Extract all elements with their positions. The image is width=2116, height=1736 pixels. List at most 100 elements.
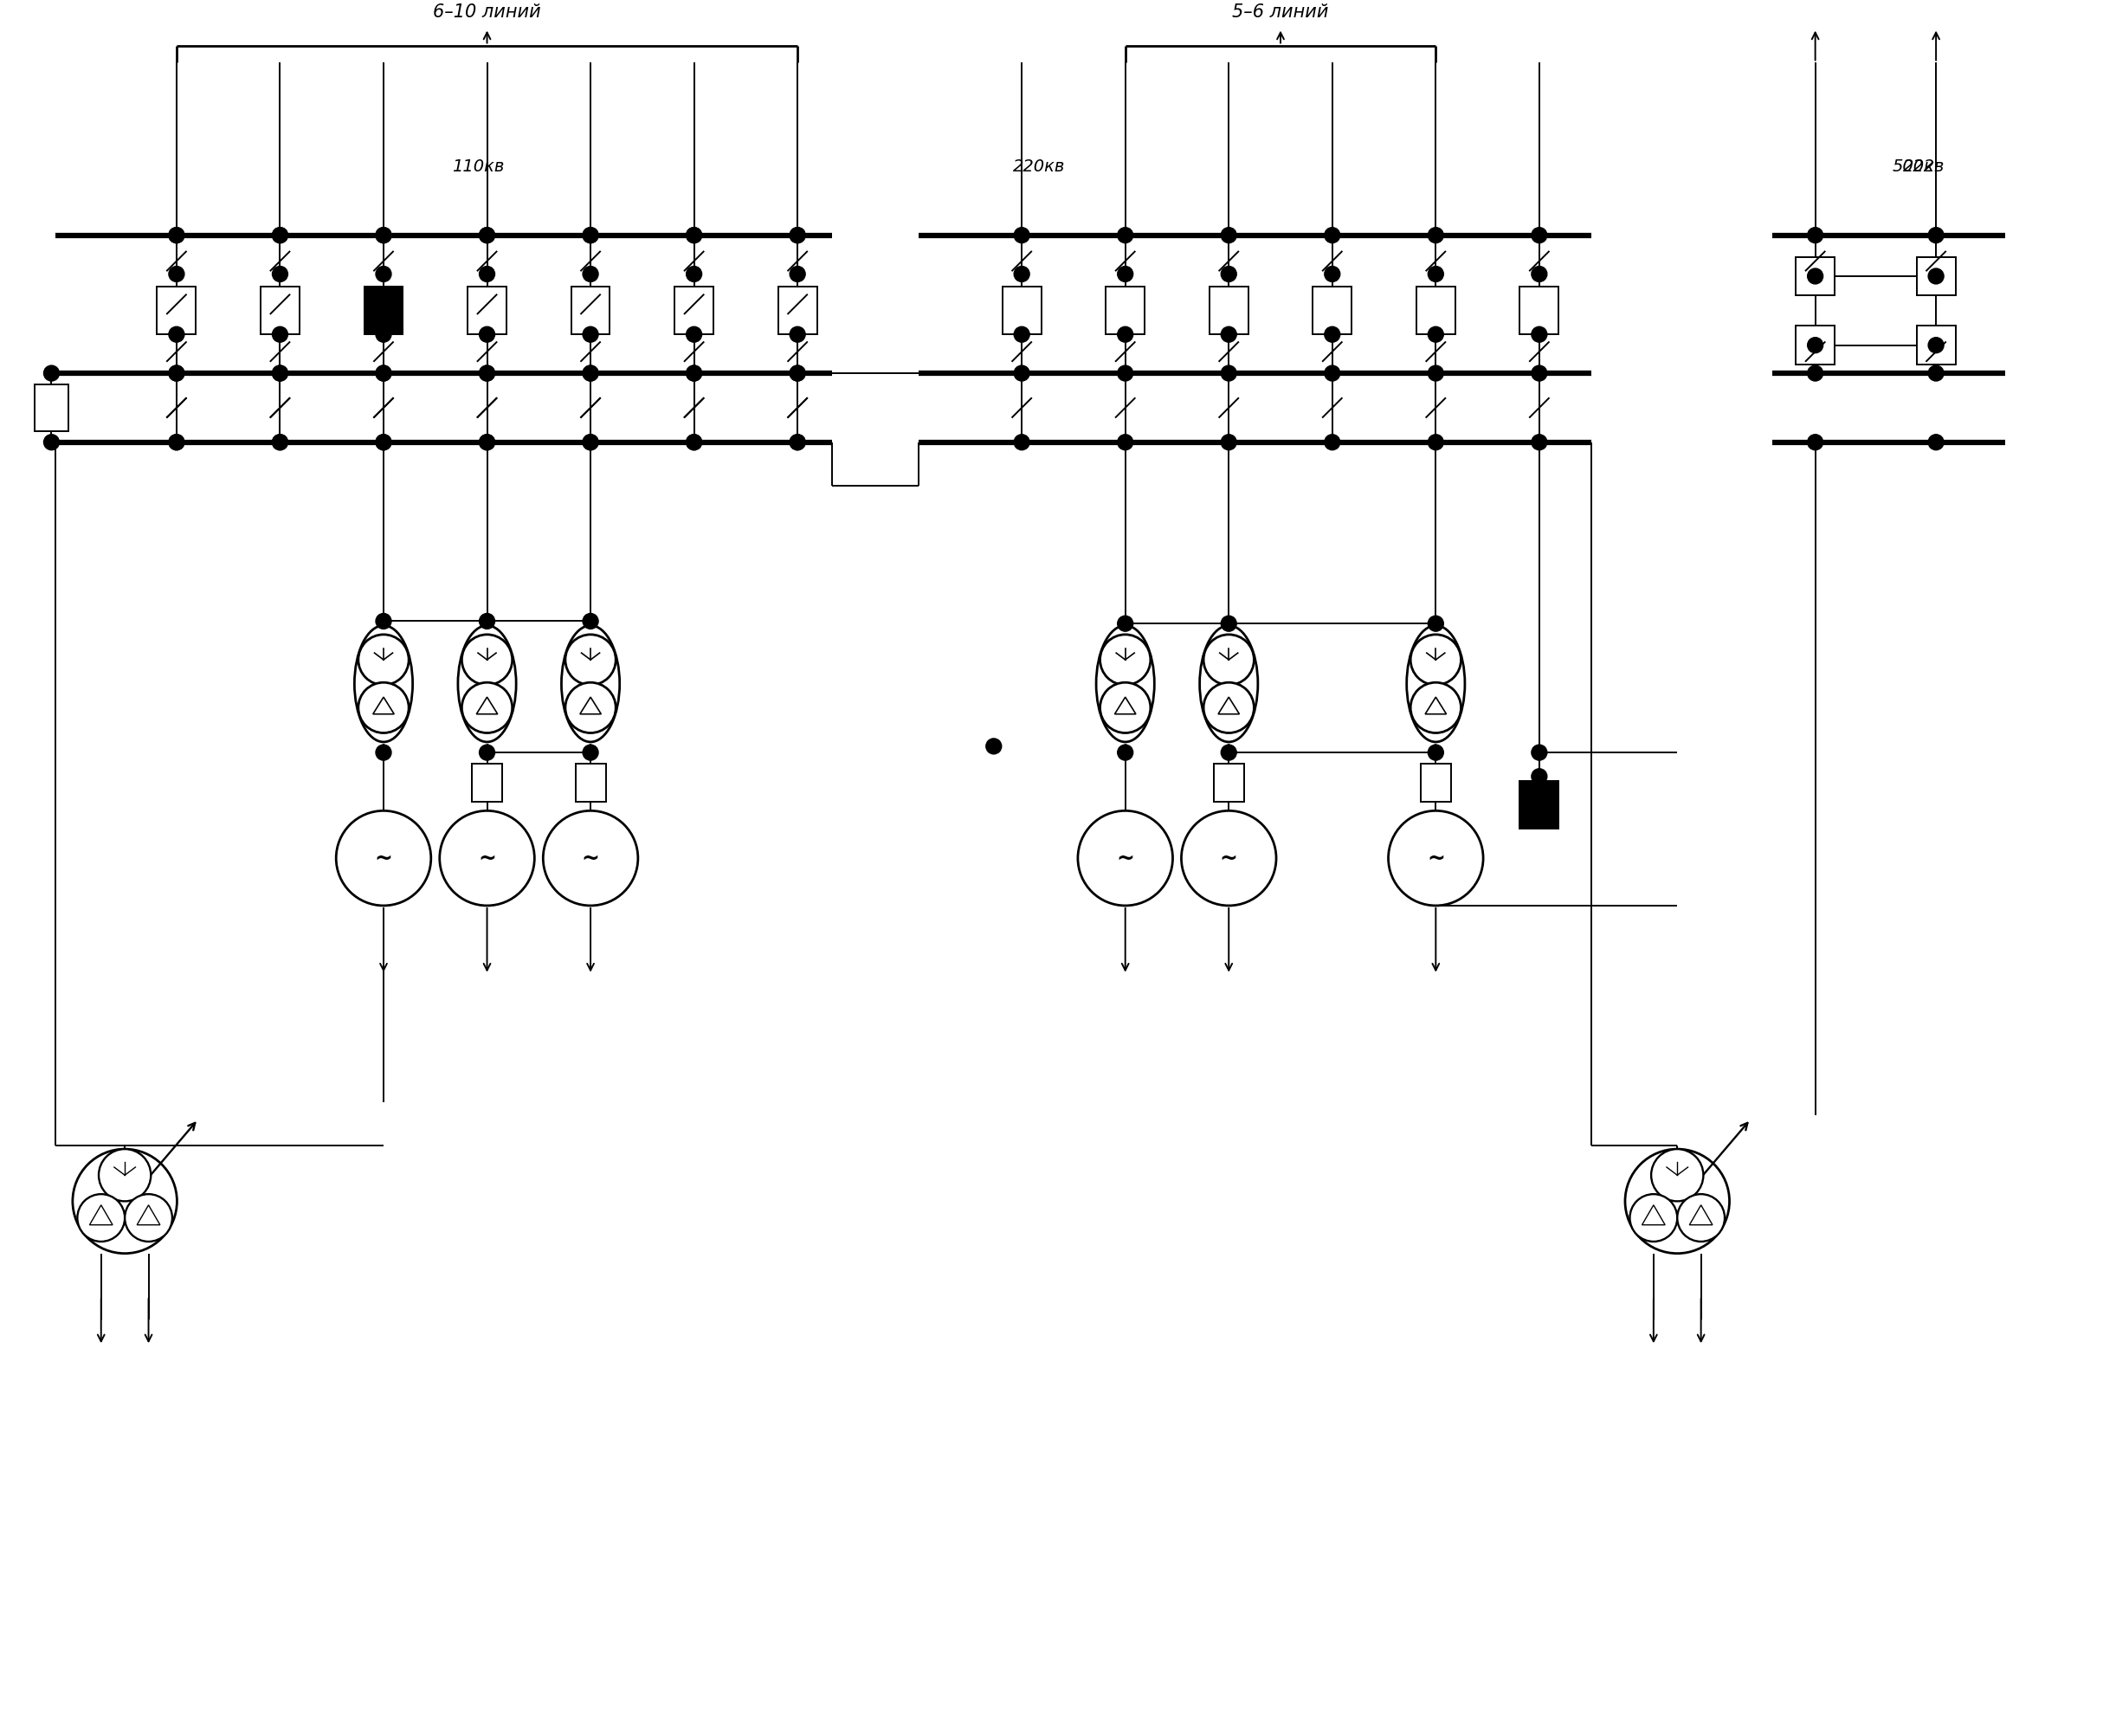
- Text: ~: ~: [1117, 849, 1134, 870]
- Bar: [157, 288, 197, 335]
- Circle shape: [377, 227, 391, 243]
- Circle shape: [377, 328, 391, 344]
- Circle shape: [582, 328, 599, 344]
- Circle shape: [1014, 227, 1030, 243]
- Circle shape: [565, 682, 616, 733]
- Circle shape: [1117, 267, 1132, 283]
- Circle shape: [440, 811, 535, 906]
- Circle shape: [1428, 366, 1443, 382]
- Circle shape: [686, 366, 703, 382]
- Circle shape: [169, 328, 184, 344]
- Circle shape: [377, 267, 391, 283]
- Ellipse shape: [457, 627, 516, 743]
- Circle shape: [1807, 366, 1824, 382]
- Circle shape: [582, 436, 599, 451]
- Circle shape: [789, 436, 806, 451]
- Circle shape: [336, 811, 432, 906]
- Circle shape: [169, 366, 184, 382]
- Circle shape: [78, 1194, 125, 1241]
- Circle shape: [582, 745, 599, 760]
- Circle shape: [1204, 682, 1255, 733]
- Circle shape: [686, 328, 703, 344]
- Bar: [675, 288, 713, 335]
- Circle shape: [789, 436, 806, 451]
- Circle shape: [480, 436, 495, 451]
- Circle shape: [480, 366, 495, 382]
- Circle shape: [480, 227, 495, 243]
- Bar: [1796, 326, 1835, 365]
- Circle shape: [377, 436, 391, 451]
- Circle shape: [686, 366, 703, 382]
- Circle shape: [480, 436, 495, 451]
- Bar: [1519, 288, 1559, 335]
- Circle shape: [1117, 328, 1132, 344]
- Bar: [1917, 257, 1955, 297]
- Text: 5–6 линий: 5–6 линий: [1232, 3, 1329, 21]
- Circle shape: [582, 267, 599, 283]
- Circle shape: [1221, 227, 1236, 243]
- Bar: [364, 288, 402, 335]
- Text: 220кв: 220кв: [1014, 158, 1064, 175]
- Circle shape: [1428, 616, 1443, 632]
- Circle shape: [582, 227, 599, 243]
- Circle shape: [1014, 328, 1030, 344]
- Ellipse shape: [355, 627, 413, 743]
- Ellipse shape: [1407, 627, 1464, 743]
- Circle shape: [273, 366, 288, 382]
- Circle shape: [273, 366, 288, 382]
- Circle shape: [1325, 227, 1339, 243]
- Circle shape: [582, 615, 599, 630]
- Circle shape: [1532, 436, 1547, 451]
- Bar: [1416, 288, 1456, 335]
- Circle shape: [789, 227, 806, 243]
- Circle shape: [169, 267, 184, 283]
- Circle shape: [1221, 616, 1236, 632]
- Circle shape: [1678, 1194, 1725, 1241]
- Circle shape: [1388, 811, 1483, 906]
- Circle shape: [1325, 436, 1339, 451]
- Circle shape: [169, 227, 184, 243]
- Bar: [1210, 288, 1248, 335]
- Circle shape: [789, 227, 806, 243]
- Circle shape: [480, 615, 495, 630]
- Circle shape: [1100, 635, 1151, 686]
- Circle shape: [1428, 267, 1443, 283]
- Bar: [1796, 257, 1835, 297]
- Circle shape: [1077, 811, 1172, 906]
- Circle shape: [1428, 328, 1443, 344]
- Circle shape: [1625, 1149, 1729, 1253]
- Circle shape: [480, 267, 495, 283]
- Bar: [571, 288, 609, 335]
- Circle shape: [1117, 227, 1132, 243]
- Circle shape: [1221, 267, 1236, 283]
- Circle shape: [1807, 227, 1824, 243]
- Bar: [1215, 764, 1244, 802]
- Text: 222: 222: [1902, 158, 1934, 175]
- Circle shape: [686, 227, 703, 243]
- Circle shape: [358, 682, 408, 733]
- Circle shape: [1428, 436, 1443, 451]
- Circle shape: [169, 227, 184, 243]
- Circle shape: [1221, 366, 1236, 382]
- Ellipse shape: [1200, 627, 1257, 743]
- Circle shape: [1807, 269, 1824, 285]
- Circle shape: [1928, 269, 1945, 285]
- Ellipse shape: [561, 627, 620, 743]
- Bar: [34, 385, 68, 432]
- Circle shape: [273, 267, 288, 283]
- Circle shape: [377, 227, 391, 243]
- Circle shape: [273, 227, 288, 243]
- Circle shape: [273, 227, 288, 243]
- Circle shape: [1181, 811, 1276, 906]
- Circle shape: [1014, 366, 1030, 382]
- Circle shape: [273, 436, 288, 451]
- Circle shape: [358, 635, 408, 686]
- Circle shape: [1014, 267, 1030, 283]
- Circle shape: [986, 740, 1001, 755]
- Circle shape: [789, 267, 806, 283]
- Circle shape: [544, 811, 637, 906]
- Circle shape: [1428, 227, 1443, 243]
- Circle shape: [686, 227, 703, 243]
- Circle shape: [1532, 328, 1547, 344]
- Text: ~: ~: [1426, 849, 1445, 870]
